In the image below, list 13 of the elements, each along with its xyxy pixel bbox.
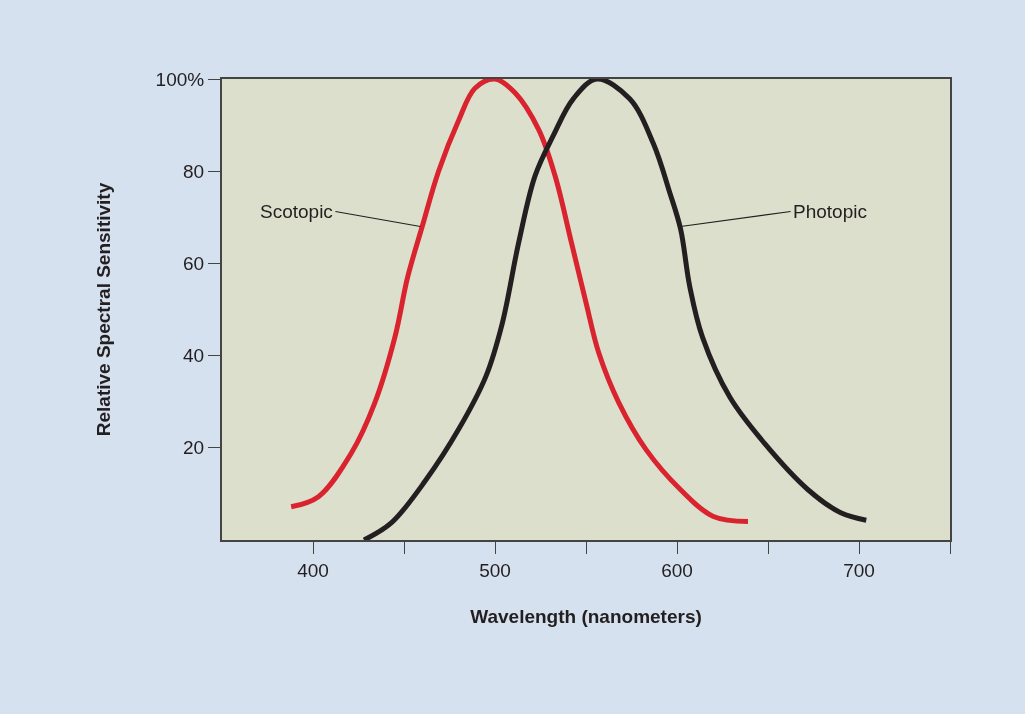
annotation: Photopic [793, 201, 867, 222]
x-tick-label: 700 [843, 559, 875, 581]
y-tick-label: 60 [183, 253, 205, 275]
y-tick-label: 80 [183, 160, 205, 182]
x-tick-label: 600 [661, 559, 693, 581]
y-tick-label: 100% [155, 68, 205, 90]
x-axis-title: Wavelength (nanometers) [470, 606, 702, 628]
annotation: Scotopic [260, 201, 333, 222]
y-axis-title: Relative Spectral Sensitivity [92, 182, 114, 437]
x-tick-label: 500 [479, 559, 511, 581]
y-tick-label: 20 [183, 437, 205, 459]
y-tick-label: 40 [183, 345, 205, 367]
x-tick-label: 400 [297, 559, 329, 581]
